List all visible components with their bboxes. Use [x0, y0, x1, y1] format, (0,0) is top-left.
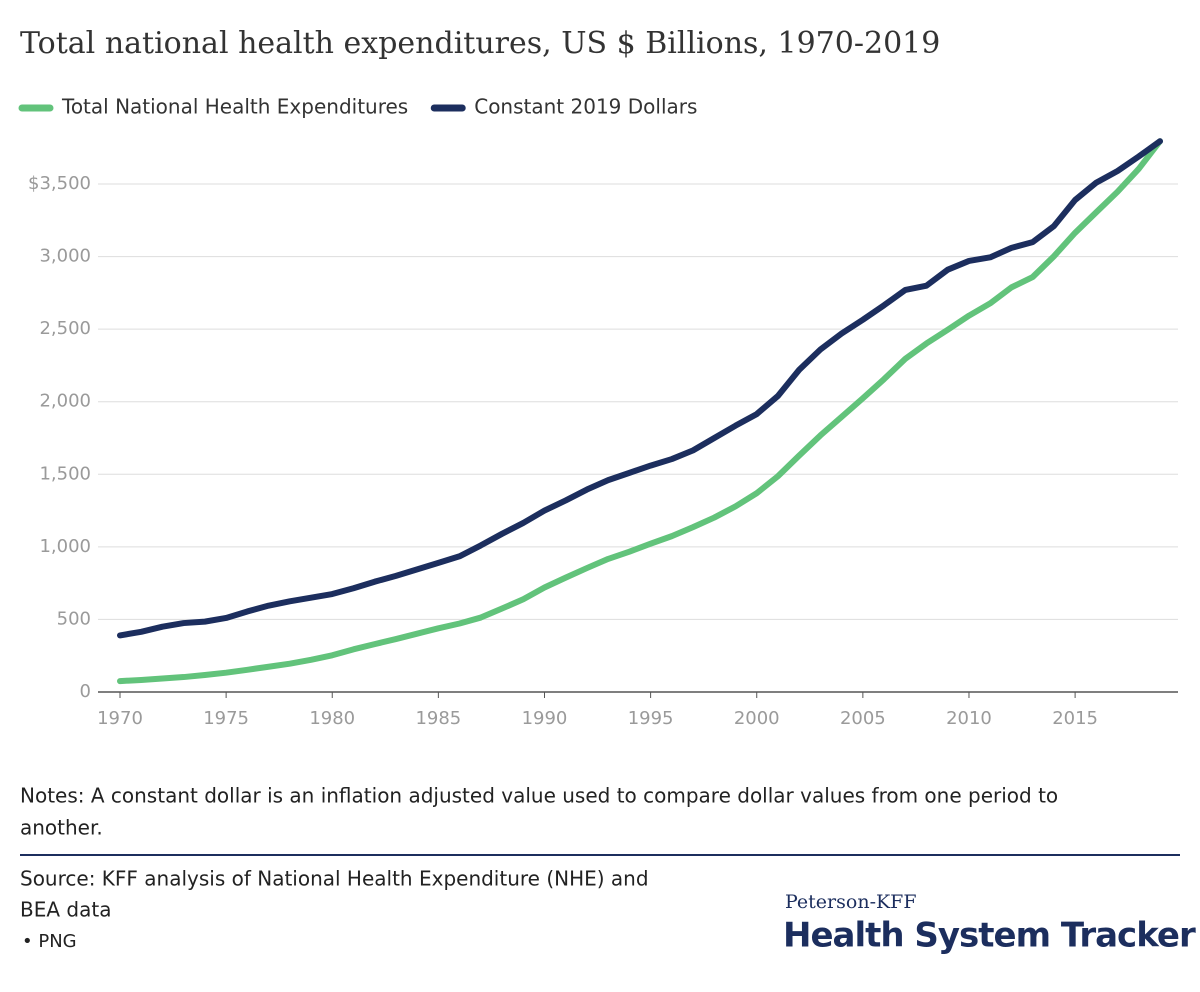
note-line: Notes: A constant dollar is an inflation… — [20, 784, 1058, 808]
x-tick-label: 2015 — [1052, 708, 1098, 729]
x-tick-label: 1985 — [415, 708, 461, 729]
chart-title: Total national health expenditures, US $… — [20, 26, 940, 61]
y-tick-label: 500 — [57, 608, 91, 629]
x-tick-label: 1995 — [628, 708, 674, 729]
y-tick-label: 1,500 — [39, 463, 91, 484]
source-line: Source: KFF analysis of National Health … — [20, 867, 649, 891]
x-tick-label: 1975 — [203, 708, 249, 729]
y-tick-label: 2,500 — [39, 318, 91, 339]
x-tick-label: 2005 — [840, 708, 886, 729]
x-tick-label: 1970 — [97, 708, 143, 729]
y-tick-label: 0 — [80, 681, 91, 702]
logo-main: Health System Tracker — [783, 916, 1196, 956]
x-tick-label: 1980 — [309, 708, 355, 729]
logo-top: Peterson-KFF — [785, 891, 917, 913]
y-tick-label: 3,000 — [39, 246, 91, 267]
series-line — [117, 138, 1163, 685]
x-tick-label: 2000 — [734, 708, 780, 729]
download-link[interactable]: • PNG — [22, 931, 77, 952]
source-line: BEA data — [20, 898, 111, 922]
y-tick-label: $3,500 — [28, 173, 91, 194]
x-tick-label: 2010 — [946, 708, 992, 729]
y-tick-label: 1,000 — [39, 536, 91, 557]
legend-label: Total National Health Expenditures — [61, 95, 408, 119]
legend-label: Constant 2019 Dollars — [474, 95, 697, 119]
x-tick-label: 1990 — [522, 708, 568, 729]
note-line: another. — [20, 816, 103, 840]
series-line — [117, 138, 1163, 639]
legend: Total National Health Expenditures Consta… — [18, 95, 697, 119]
y-tick-label: 2,000 — [39, 391, 91, 412]
